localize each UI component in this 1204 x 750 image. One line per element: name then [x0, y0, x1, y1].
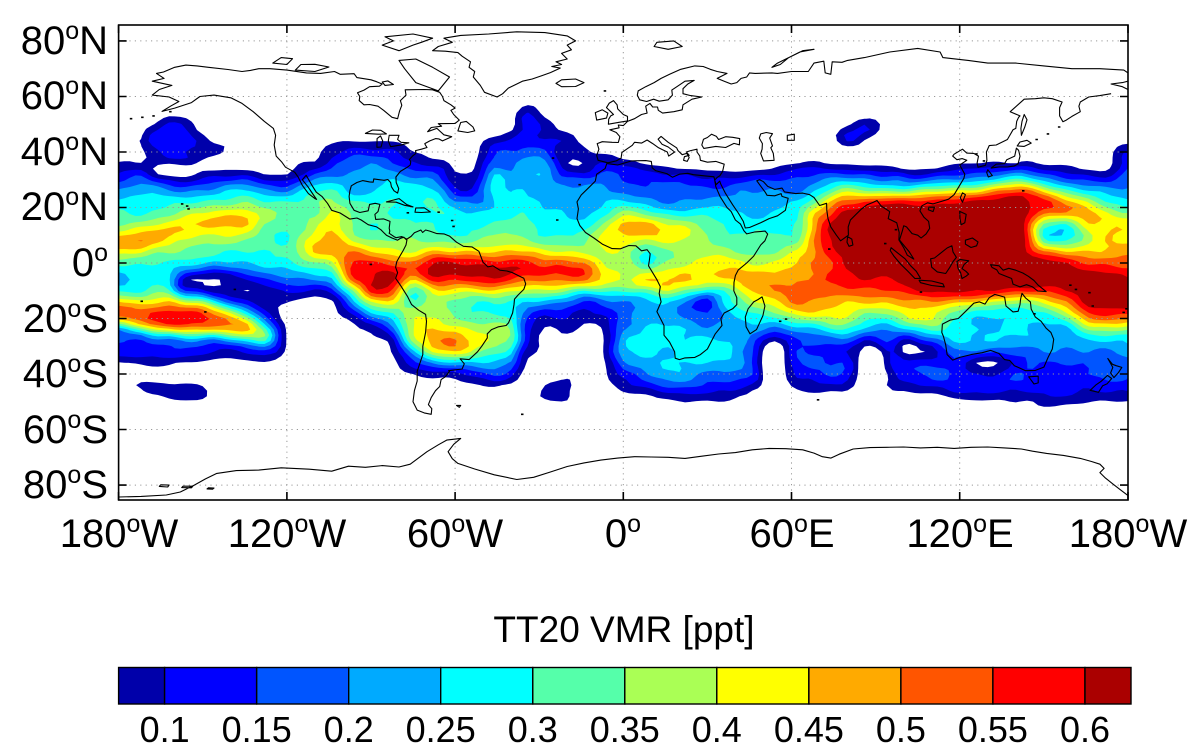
svg-text:20oS: 20oS: [23, 295, 108, 341]
svg-text:40oN: 40oN: [21, 128, 108, 174]
svg-text:60oW: 60oW: [407, 510, 503, 556]
svg-text:120oE: 120oE: [906, 510, 1013, 556]
svg-text:0.6: 0.6: [1060, 709, 1110, 750]
svg-text:120oW: 120oW: [228, 510, 347, 556]
svg-text:0.45: 0.45: [774, 709, 844, 750]
svg-text:0.25: 0.25: [406, 709, 476, 750]
svg-text:80oN: 80oN: [21, 17, 108, 63]
svg-text:60oN: 60oN: [21, 72, 108, 118]
svg-text:60oE: 60oE: [749, 510, 834, 556]
svg-text:180oW: 180oW: [60, 510, 179, 556]
svg-text:0.4: 0.4: [692, 709, 742, 750]
svg-text:20oN: 20oN: [21, 183, 108, 229]
svg-text:40oS: 40oS: [23, 350, 108, 396]
svg-text:0.15: 0.15: [222, 709, 292, 750]
svg-text:TT20 VMR [ppt]: TT20 VMR [ppt]: [493, 609, 754, 650]
svg-text:80oS: 80oS: [23, 461, 108, 507]
svg-text:60oS: 60oS: [23, 406, 108, 452]
svg-text:0o: 0o: [72, 239, 108, 285]
svg-text:0.1: 0.1: [140, 709, 190, 750]
svg-text:0.55: 0.55: [958, 709, 1028, 750]
svg-text:0.5: 0.5: [876, 709, 926, 750]
svg-text:0.35: 0.35: [590, 709, 660, 750]
svg-text:0.3: 0.3: [508, 709, 558, 750]
svg-text:180oW: 180oW: [1069, 510, 1188, 556]
svg-text:0.2: 0.2: [324, 709, 374, 750]
